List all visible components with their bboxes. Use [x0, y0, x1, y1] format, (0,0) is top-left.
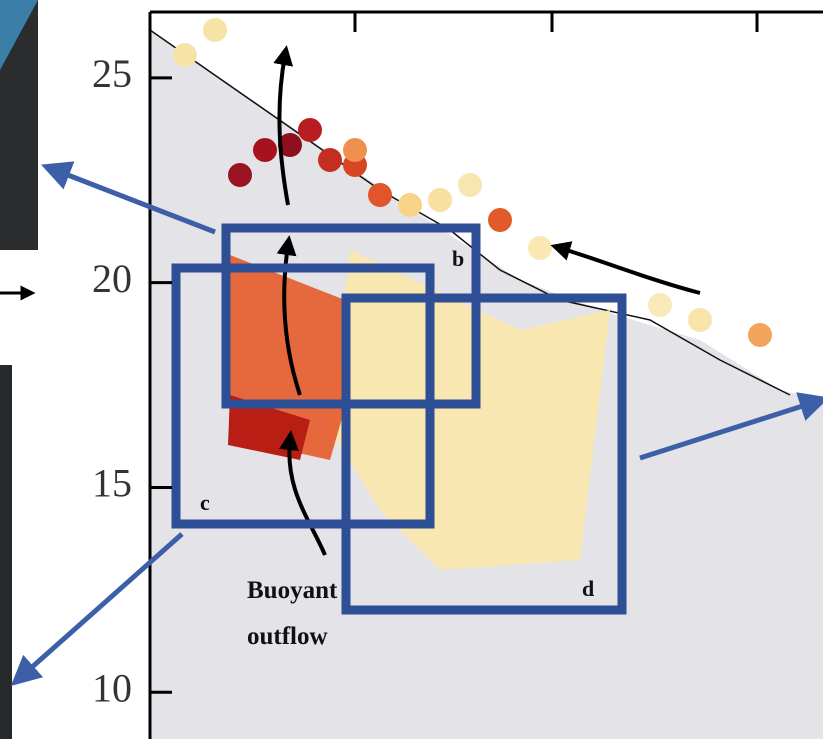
- side-panel: [0, 365, 12, 739]
- figure: b c d Buoyant outflow 10 15 20 25: [0, 0, 823, 739]
- annotation: outflow: [247, 623, 328, 650]
- box-label: c: [200, 490, 210, 515]
- annotation: Buoyant: [247, 577, 338, 604]
- y-tick-label: 20: [92, 256, 132, 301]
- y-tick-label: 10: [92, 665, 132, 710]
- y-tick-label: 25: [92, 51, 132, 96]
- box-label: d: [582, 576, 594, 601]
- y-tick-label: 15: [92, 461, 132, 506]
- box-label: b: [452, 246, 464, 271]
